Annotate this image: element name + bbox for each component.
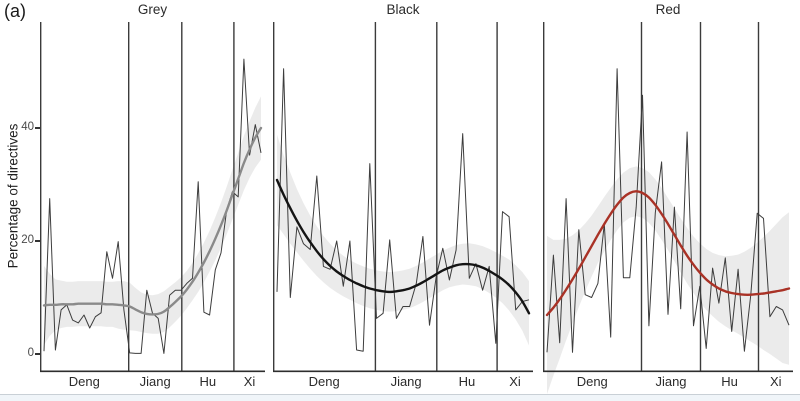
era-label-jiang: Jiang bbox=[655, 374, 687, 389]
era-label-jiang: Jiang bbox=[390, 374, 422, 389]
era-label-deng: Deng bbox=[308, 374, 340, 389]
confidence-band bbox=[277, 134, 529, 346]
era-label-xi: Xi bbox=[509, 374, 521, 389]
confidence-band bbox=[44, 96, 261, 346]
y-tick-mark bbox=[35, 127, 40, 129]
smooth-trend-line bbox=[275, 178, 531, 315]
y-tick-label: 0 bbox=[27, 347, 34, 359]
panel-title-red: Red bbox=[655, 2, 681, 17]
era-label-xi: Xi bbox=[769, 374, 782, 389]
panel-title-black: Black bbox=[386, 2, 420, 17]
facet-plot-black bbox=[272, 22, 533, 373]
smooth-trend-line bbox=[42, 126, 263, 316]
raw-series-line bbox=[546, 68, 790, 353]
figure-label: (a) bbox=[4, 1, 26, 21]
y-tick-mark bbox=[35, 240, 40, 242]
facet-plot-grey bbox=[39, 22, 265, 373]
page-edge-strip bbox=[0, 394, 800, 401]
era-label-deng: Deng bbox=[68, 374, 100, 389]
smooth-trend-line bbox=[545, 190, 791, 317]
y-tick-label: 20 bbox=[21, 234, 34, 246]
panel-title-grey: Grey bbox=[137, 2, 168, 17]
era-label-hu: Hu bbox=[458, 374, 476, 389]
raw-series-line bbox=[276, 68, 530, 352]
era-label-jiang: Jiang bbox=[139, 374, 171, 389]
era-label-hu: Hu bbox=[199, 374, 217, 389]
era-label-xi: Xi bbox=[243, 374, 256, 389]
y-axis-title: Percentage of directives bbox=[5, 123, 21, 269]
y-tick-label: 40 bbox=[21, 121, 34, 133]
confidence-band bbox=[547, 166, 789, 395]
y-tick-mark bbox=[35, 353, 40, 355]
era-label-hu: Hu bbox=[721, 374, 738, 389]
facet-plot-red bbox=[542, 22, 793, 395]
era-label-deng: Deng bbox=[576, 374, 608, 389]
